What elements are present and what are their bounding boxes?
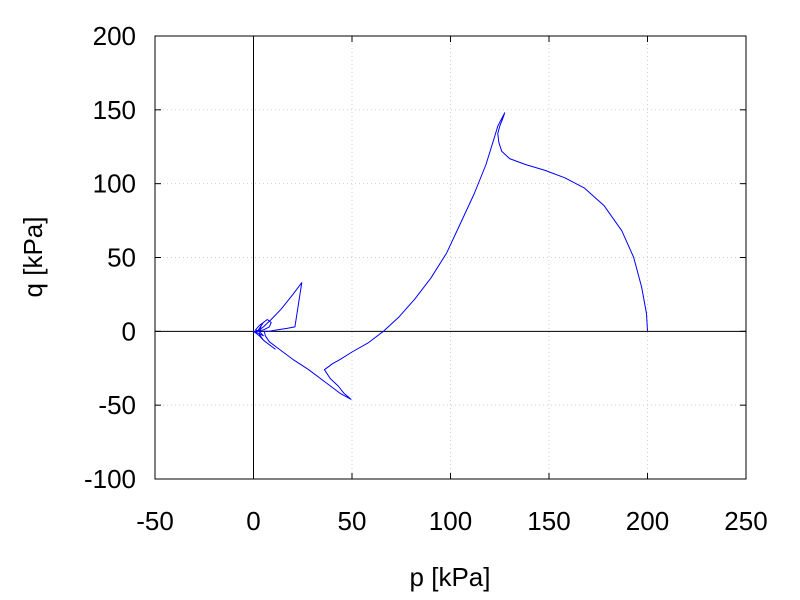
x-tick-label: -50 [136,506,174,536]
y-tick-labels: -100 -50 0 50 100 150 200 [84,21,136,494]
series-layer [253,112,648,400]
y-tick-label: 100 [93,169,136,199]
x-tick-label: 200 [626,506,669,536]
y-tick-label: 200 [93,21,136,51]
stress-path-line [253,112,648,400]
x-tick-label: 100 [429,506,472,536]
y-tick-label: 50 [107,243,136,273]
y-tick-label: 0 [122,316,136,346]
y-tick-label: -50 [98,390,136,420]
x-tick-label: 250 [724,506,767,536]
y-axis-title: q [kPa] [18,217,48,298]
x-tick-labels: -50 0 50 100 150 200 250 [136,506,767,536]
x-tick-label: 50 [338,506,367,536]
x-axis-title: p [kPa] [410,562,491,592]
x-tick-label: 0 [246,506,260,536]
x-tick-label: 150 [527,506,570,536]
tick-marks [154,35,747,480]
y-tick-label: -100 [84,464,136,494]
y-tick-label: 150 [93,95,136,125]
